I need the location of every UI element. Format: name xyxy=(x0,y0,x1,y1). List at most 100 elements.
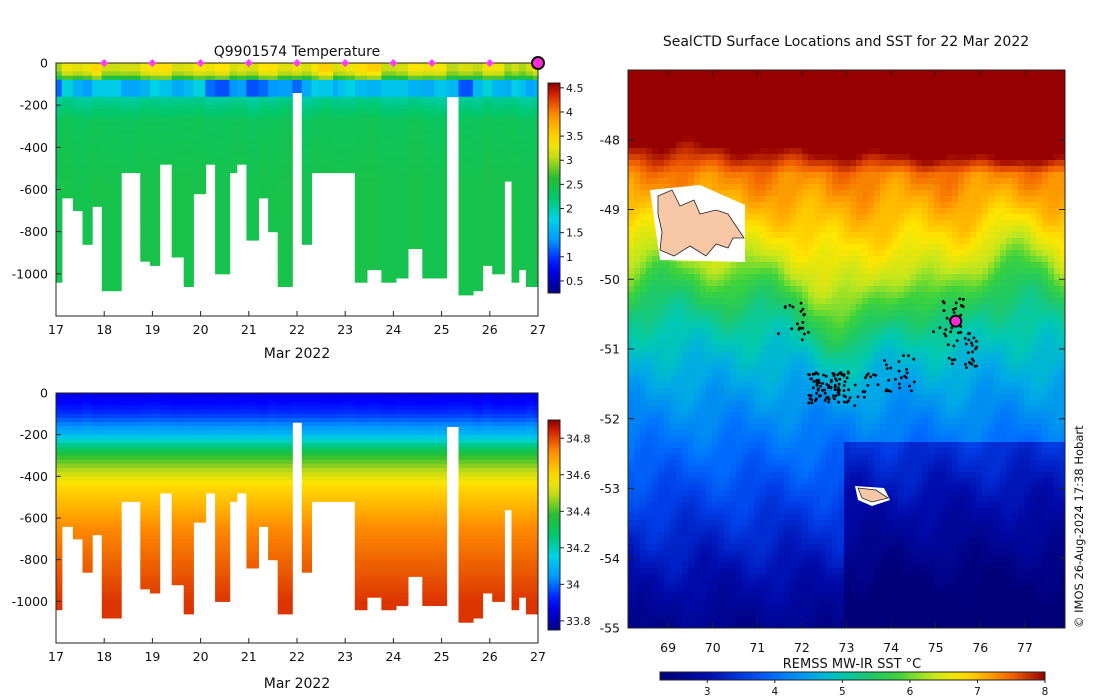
profile-cell xyxy=(395,240,409,245)
profile-cell xyxy=(171,189,185,195)
profile-cell xyxy=(492,231,505,237)
profile-cell xyxy=(518,164,527,169)
profile-cell xyxy=(183,609,194,615)
profile-cell xyxy=(511,138,520,144)
profile-cell xyxy=(511,109,520,115)
profile-cell xyxy=(511,447,520,452)
profile-cell xyxy=(366,430,382,436)
profile-cell xyxy=(140,576,151,581)
profile-cell xyxy=(61,505,74,511)
sst-cell xyxy=(958,124,965,131)
profile-cell xyxy=(422,455,435,461)
profile-cell xyxy=(511,422,520,427)
sst-cell xyxy=(634,94,641,101)
profile-cell xyxy=(434,551,448,556)
profile-cell xyxy=(215,206,231,212)
profile-cell xyxy=(504,451,513,456)
sst-cell xyxy=(1012,88,1019,95)
profile-cell xyxy=(492,117,505,123)
profile-column xyxy=(193,393,207,523)
sst-cell xyxy=(772,82,779,89)
profile-cell xyxy=(61,176,74,182)
profile-column xyxy=(458,393,474,623)
profile-cell xyxy=(301,438,312,444)
profile-cell xyxy=(345,164,356,169)
profile-cell xyxy=(72,426,84,431)
profile-cell xyxy=(526,138,534,144)
profile-cell xyxy=(345,480,356,486)
profile-cell xyxy=(533,113,538,119)
sst-cell xyxy=(676,124,683,131)
profile-cell xyxy=(61,413,74,419)
sst-cell xyxy=(640,94,647,101)
profile-cell xyxy=(333,472,339,477)
profile-cell xyxy=(277,543,293,548)
profile-cell xyxy=(56,555,63,561)
sst-cell xyxy=(1060,130,1065,137)
sst-cell xyxy=(670,160,677,167)
profile-cell xyxy=(82,438,93,444)
profile-cell xyxy=(82,227,93,233)
profile-cell xyxy=(422,488,435,494)
sst-cell xyxy=(1000,136,1007,143)
profile-cell xyxy=(150,168,161,174)
profile-cell xyxy=(318,459,334,465)
profile-cell xyxy=(205,109,216,115)
profile-cell xyxy=(366,160,382,165)
profile-cell xyxy=(183,100,194,106)
profile-cell xyxy=(354,147,368,152)
sst-cell xyxy=(1006,82,1013,89)
profile-cell xyxy=(56,130,63,136)
profile-cell xyxy=(511,468,520,473)
sst-cell xyxy=(820,124,827,131)
sst-cell xyxy=(736,124,743,131)
profile-cell xyxy=(458,290,474,296)
profile-cell xyxy=(366,501,382,506)
profile-cell xyxy=(333,126,339,131)
sst-cell xyxy=(766,148,773,155)
profile-cell xyxy=(434,202,448,207)
salinity-axes: 17 18 19 20 21 22 23 24 25 26 270-200-400-600-800-… xyxy=(12,386,546,665)
sst-cell xyxy=(982,76,989,83)
profile-cell xyxy=(246,143,259,148)
sst-cell xyxy=(928,76,935,83)
profile-cell xyxy=(193,67,207,72)
profile-cell xyxy=(492,597,505,602)
sst-cell xyxy=(814,82,821,89)
sst-cell xyxy=(1012,76,1019,83)
profile-cell xyxy=(407,563,423,569)
profile-cell xyxy=(246,451,259,456)
profile-cell xyxy=(395,563,409,569)
sst-cell xyxy=(826,112,833,119)
sst-cell xyxy=(1024,94,1031,101)
profile-cell xyxy=(354,443,368,448)
profile-cell xyxy=(61,393,74,398)
profile-cell xyxy=(422,472,435,477)
sst-cell xyxy=(814,106,821,113)
profile-cell xyxy=(268,405,279,411)
profile-column xyxy=(171,63,185,258)
profile-cell xyxy=(407,555,423,561)
profile-cell xyxy=(518,189,527,195)
sst-cell xyxy=(790,82,797,89)
profile-cell xyxy=(82,568,93,573)
profile-cell xyxy=(215,538,231,544)
sst-cell xyxy=(964,154,971,161)
profile-cell xyxy=(246,189,259,195)
profile-cell xyxy=(381,568,397,573)
profile-cell xyxy=(458,534,474,540)
sst-cell xyxy=(832,124,839,131)
profile-cell xyxy=(338,122,346,127)
profile-cell xyxy=(318,92,334,98)
profile-cell xyxy=(277,147,293,152)
profile-cell xyxy=(434,459,448,465)
profile-cell xyxy=(246,447,259,452)
profile-cell xyxy=(183,455,194,461)
profile-cell xyxy=(183,176,194,182)
profile-cell xyxy=(526,244,534,249)
profile-cell xyxy=(518,261,527,266)
profile-cell xyxy=(518,235,527,241)
profile-cell xyxy=(458,618,474,623)
profile-cell xyxy=(458,576,474,581)
sst-cell xyxy=(952,94,959,101)
